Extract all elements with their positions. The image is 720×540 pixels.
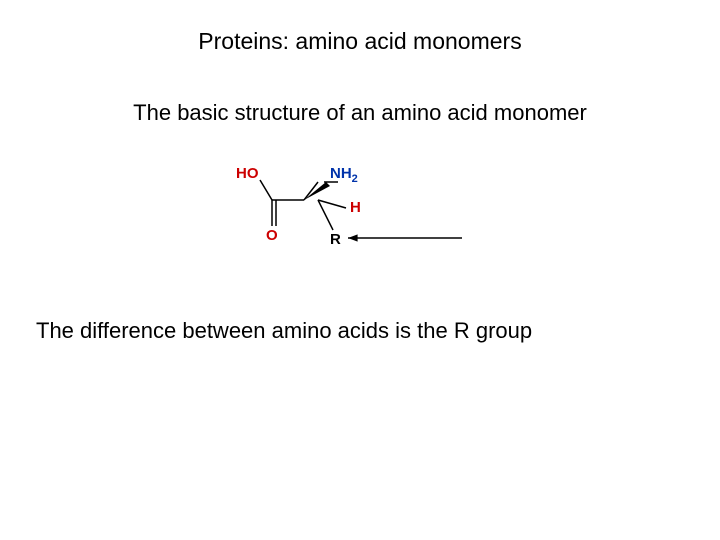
label-O: O: [266, 227, 278, 244]
bond-line: [260, 180, 272, 200]
wedge-bond: [304, 182, 330, 200]
amino-acid-diagram: HOONH2HR: [230, 158, 490, 268]
arrow-head-icon: [348, 234, 358, 241]
bottom-text: The difference between amino acids is th…: [36, 318, 676, 344]
bond-line: [318, 200, 333, 230]
molecule-svg: HOONH2HR: [230, 158, 490, 268]
page-title: Proteins: amino acid monomers: [0, 28, 720, 55]
label-R: R: [330, 231, 341, 248]
label-HO: HO: [236, 165, 259, 182]
page-subtitle: The basic structure of an amino acid mon…: [0, 100, 720, 126]
label-H: H: [350, 199, 361, 216]
